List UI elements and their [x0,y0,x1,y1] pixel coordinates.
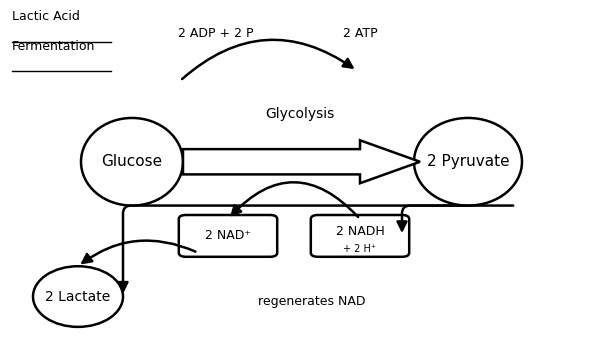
Text: 2 Pyruvate: 2 Pyruvate [427,154,509,169]
Text: Glycolysis: Glycolysis [265,107,335,121]
Text: 2 ADP + 2 P: 2 ADP + 2 P [178,27,254,40]
FancyArrow shape [183,140,420,183]
Text: 2 ATP: 2 ATP [343,27,377,40]
Text: + 2 H⁺: + 2 H⁺ [343,244,377,254]
Text: Fermentation: Fermentation [12,40,95,54]
Text: regenerates NAD: regenerates NAD [258,295,366,308]
Text: Lactic Acid: Lactic Acid [12,10,80,23]
Text: Glucose: Glucose [101,154,163,169]
Text: 2 NAD⁺: 2 NAD⁺ [205,229,251,242]
Text: 2 NADH: 2 NADH [335,225,385,238]
Text: 2 Lactate: 2 Lactate [46,289,110,304]
